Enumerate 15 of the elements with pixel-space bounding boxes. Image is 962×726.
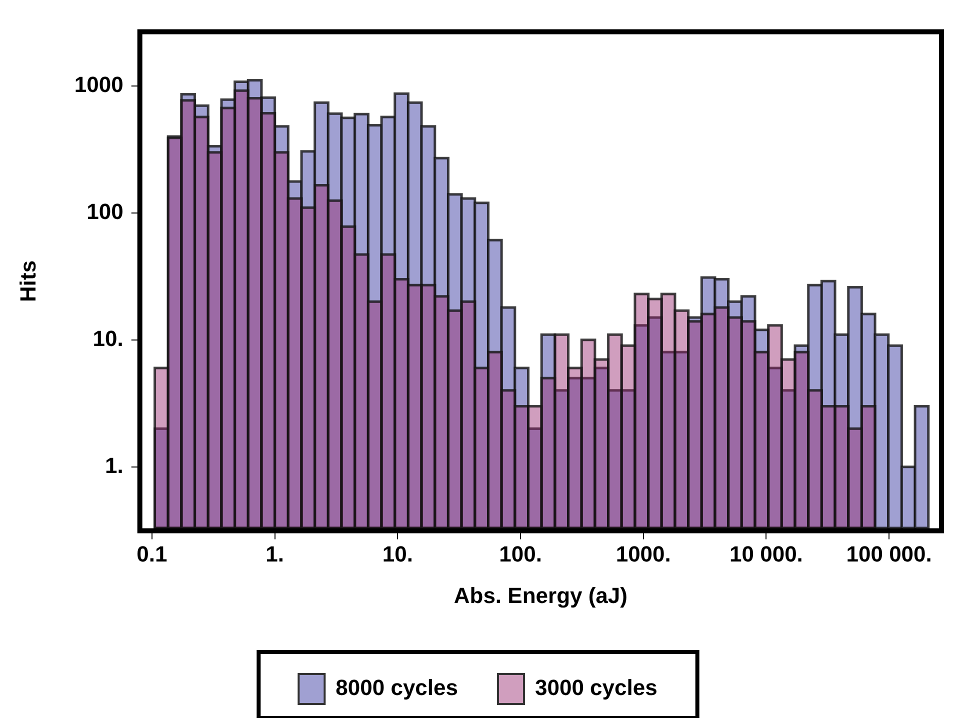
x-tick-label: 100 000.: [846, 541, 932, 566]
x-tick-label: 10.: [382, 541, 413, 566]
legend-label: 3000 cycles: [535, 675, 658, 700]
x-tick-label: 10 000.: [730, 541, 803, 566]
y-tick-label: 100: [86, 198, 124, 224]
y-tick-label: 1000: [74, 72, 124, 98]
y-tick-label: 10.: [92, 326, 124, 351]
x-axis-title: Abs. Energy (aJ): [454, 582, 628, 608]
legend-label: 8000 cycles: [336, 675, 458, 700]
x-tick-label: 0.1: [136, 541, 168, 566]
x-tick-label: 1.: [266, 541, 284, 566]
x-tick-label: 1000.: [616, 541, 671, 566]
y-tick-label: 1.: [104, 452, 124, 478]
x-tick-label: 100.: [499, 541, 542, 566]
y-axis-title: Hits: [15, 260, 40, 302]
